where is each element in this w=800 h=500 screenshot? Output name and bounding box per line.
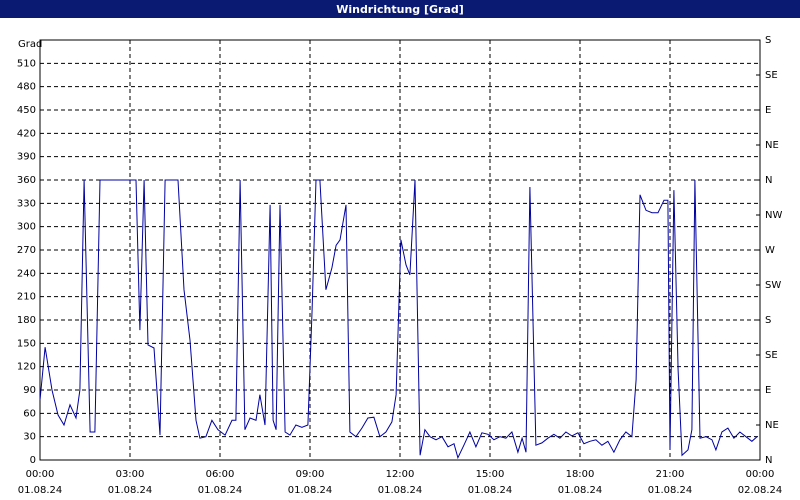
x-tick-label: 15:00 xyxy=(476,469,505,480)
y2-tick-label: NW xyxy=(765,210,782,221)
x-tick-date: 01.08.24 xyxy=(288,485,333,496)
x-tick-label: 00:00 xyxy=(746,469,775,480)
plot-frame xyxy=(39,39,761,461)
y2-tick-label: W xyxy=(765,245,775,256)
x-tick-label: 06:00 xyxy=(206,469,235,480)
y2-tick-label: S xyxy=(765,35,771,46)
y-tick-label: 90 xyxy=(23,385,36,396)
y-tick-label: 510 xyxy=(17,58,36,69)
y2-tick-label: E xyxy=(765,385,771,396)
y-tick-label: 450 xyxy=(17,105,36,116)
y-tick-label: 120 xyxy=(17,362,36,373)
y-tick-label: 360 xyxy=(17,175,36,186)
y-axis-label: Grad xyxy=(18,39,42,50)
y-tick-label: 0 xyxy=(30,455,36,466)
y2-tick-label: SE xyxy=(765,350,778,361)
x-tick-label: 03:00 xyxy=(116,469,145,480)
y-tick-label: 330 xyxy=(17,198,36,209)
y-tick-label: 270 xyxy=(17,245,36,256)
title-bar xyxy=(0,0,800,18)
y2-tick-label: N xyxy=(765,455,772,466)
x-tick-date: 01.08.24 xyxy=(108,485,153,496)
y-tick-label: 300 xyxy=(17,222,36,233)
y2-tick-label: N xyxy=(765,175,772,186)
x-tick-label: 09:00 xyxy=(296,469,325,480)
y2-tick-label: S xyxy=(765,315,771,326)
y2-tick-label: E xyxy=(765,105,771,116)
y-tick-label: 240 xyxy=(17,268,36,279)
y-tick-label: 180 xyxy=(17,315,36,326)
x-tick-date: 01.08.24 xyxy=(558,485,603,496)
y2-tick-label: NE xyxy=(765,140,779,151)
x-tick-date: 01.08.24 xyxy=(198,485,243,496)
x-tick-date: 02.08.24 xyxy=(738,485,783,496)
x-tick-date: 01.08.24 xyxy=(378,485,423,496)
y-tick-label: 420 xyxy=(17,128,36,139)
y2-tick-label: SE xyxy=(765,70,778,81)
y2-tick-label: SW xyxy=(765,280,781,291)
y-tick-label: 30 xyxy=(23,432,36,443)
x-tick-label: 21:00 xyxy=(656,469,685,480)
y-tick-label: 210 xyxy=(17,292,36,303)
y-tick-label: 150 xyxy=(17,338,36,349)
y-tick-label: 480 xyxy=(17,82,36,93)
chart-title: Windrichtung [Grad] xyxy=(336,3,464,16)
x-tick-date: 01.08.24 xyxy=(468,485,513,496)
data-line xyxy=(39,179,758,460)
x-tick-label: 18:00 xyxy=(566,469,595,480)
y2-tick-label: NE xyxy=(765,420,779,431)
x-tick-label: 12:00 xyxy=(386,469,415,480)
x-tick-date: 01.08.24 xyxy=(18,485,63,496)
x-tick-date: 01.08.24 xyxy=(648,485,693,496)
x-tick-label: 00:00 xyxy=(26,469,55,480)
y-tick-label: 60 xyxy=(23,408,36,419)
y-tick-label: 390 xyxy=(17,152,36,163)
